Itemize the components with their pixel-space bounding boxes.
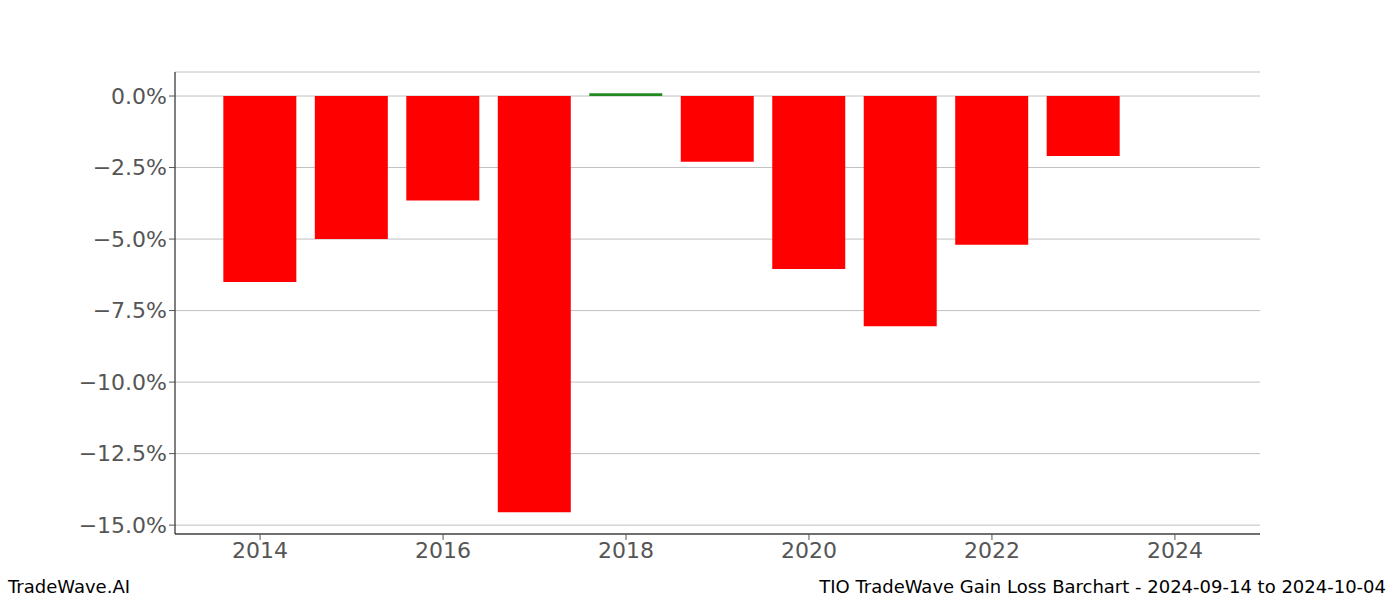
svg-text:−5.0%: −5.0% [93,227,167,252]
html-text:TIO TradeWave Gain Loss Barcha: TIO TradeWave Gain Loss Barchart - 2024-… [819,576,1386,597]
svg-text:2022: 2022 [964,538,1020,563]
svg-text:−15.0%: −15.0% [79,513,167,538]
svg-text:−2.5%: −2.5% [93,155,167,180]
svg-text:2014: 2014 [232,538,288,563]
svg-text:−10.0%: −10.0% [79,370,167,395]
svg-text:−12.5%: −12.5% [79,441,167,466]
svg-text:2018: 2018 [598,538,654,563]
html-text:TradeWave.AI: TradeWave.AI [8,576,130,597]
svg-text:2024: 2024 [1147,538,1203,563]
svg-text:2016: 2016 [415,538,471,563]
svg-text:2020: 2020 [781,538,837,563]
svg-text:−7.5%: −7.5% [93,298,167,323]
svg-text:0.0%: 0.0% [111,84,167,109]
